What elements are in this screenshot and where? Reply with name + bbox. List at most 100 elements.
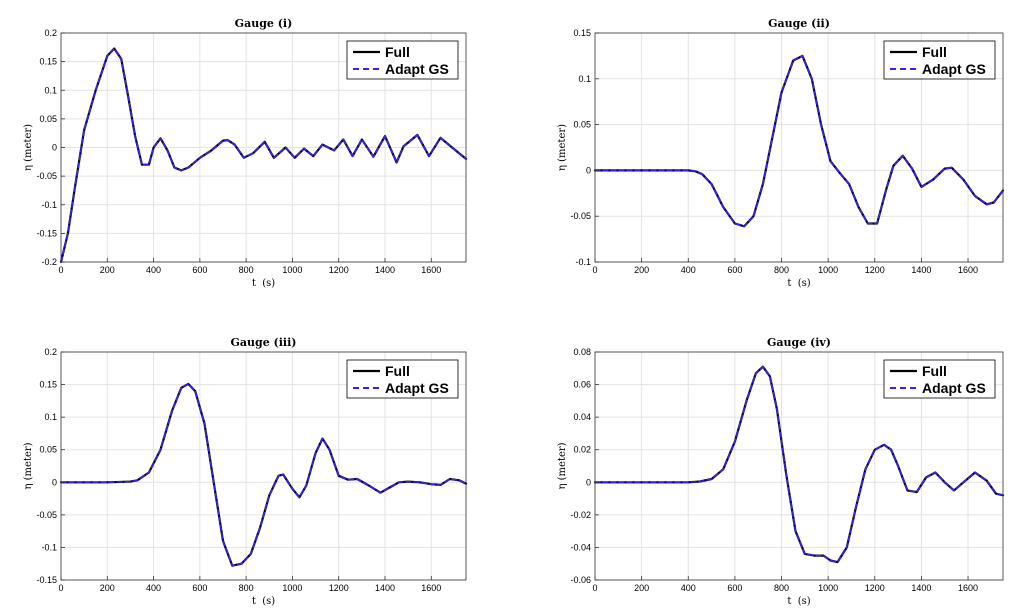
y-axis-label: η (meter) [557,442,568,489]
x-tick-label: 1200 [329,265,349,275]
x-tick-label: 1000 [818,583,838,593]
x-axis-label: t (s) [787,596,810,607]
x-tick-label: 600 [727,583,742,593]
y-axis-label: η (meter) [23,124,34,171]
legend-label-full: Full [922,363,947,379]
y-tick-label: 0 [586,165,591,175]
x-tick-label: 400 [681,583,696,593]
y-tick-label: 0.2 [44,347,57,357]
x-tick-label: 200 [100,583,115,593]
y-tick-label: 0.04 [573,412,591,422]
y-tick-label: -0.04 [570,542,591,552]
legend-box [883,40,996,80]
x-tick-label: 800 [239,265,254,275]
x-tick-label: 1400 [375,265,395,275]
x-tick-label: 200 [100,265,115,275]
legend-label-full: Full [385,44,410,60]
y-tick-label: 0.1 [578,74,591,84]
x-tick-label: 1600 [958,583,978,593]
x-tick-label: 1000 [818,265,838,275]
legend-label-adapt-gs: Adapt GS [922,61,986,77]
x-axis-label: t (s) [252,278,275,289]
x-tick-label: 600 [192,265,207,275]
x-tick-label: 800 [774,265,789,275]
x-tick-label: 400 [146,265,161,275]
x-axis-label: t (s) [252,596,275,607]
axes-frame [60,351,467,581]
y-tick-label: 0 [52,143,57,153]
chart-panel-3: 0 200 400 600 800 1000 1200 1400 1600 -0.15 -0.1 -0… [23,336,468,607]
y-tick-label: 0.05 [573,120,591,130]
x-tick-label: 0 [592,265,597,275]
y-tick-label: 0.08 [573,347,591,357]
y-tick-label: -0.1 [575,257,591,267]
y-tick-label: 0.05 [39,445,57,455]
y-tick-label: -0.06 [570,575,591,585]
x-tick-label: 1200 [329,583,349,593]
y-tick-label: -0.2 [41,257,57,267]
y-tick-label: -0.05 [36,171,57,181]
chart-panel-4: 0 200 400 600 800 1000 1200 1400 1600 -0.06 -0.04 -… [557,336,1005,607]
series-line-adapt-gs [594,55,1004,228]
chart-title: Gauge (iii) [231,336,297,349]
chart-title: Gauge (i) [235,17,293,30]
x-tick-label: 1000 [282,265,302,275]
x-tick-label: 1400 [911,265,931,275]
y-tick-label: 0.15 [573,28,591,38]
x-tick-label: 400 [681,265,696,275]
y-tick-label: 0.05 [39,114,57,124]
series-line-adapt-gs [60,383,467,567]
series-line-adapt-gs [60,47,467,263]
legend-label-adapt-gs: Adapt GS [922,380,986,396]
x-tick-label: 200 [634,265,649,275]
y-tick-label: 0.15 [39,57,57,67]
x-tick-label: 600 [192,583,207,593]
legend-label-adapt-gs: Adapt GS [385,61,449,77]
y-tick-label: 0.02 [573,445,591,455]
x-tick-label: 1400 [911,583,931,593]
y-tick-label: -0.1 [41,200,57,210]
series-line-adapt-gs [594,365,1004,563]
x-tick-label: 1200 [865,265,885,275]
y-tick-label: 0 [52,477,57,487]
x-tick-label: 0 [58,583,63,593]
x-tick-label: 800 [774,583,789,593]
legend-label-full: Full [385,363,410,379]
y-tick-label: 0.1 [44,412,57,422]
x-tick-label: 1600 [421,583,441,593]
y-tick-label: 0.06 [573,380,591,390]
axes-frame [594,351,1004,581]
chart-title: Gauge (ii) [768,17,830,30]
legend-box [883,359,996,399]
y-tick-label: 0.15 [39,380,57,390]
axes-frame [594,32,1004,263]
y-tick-label: -0.15 [36,575,57,585]
x-tick-label: 1600 [958,265,978,275]
x-axis-label: t (s) [787,278,810,289]
y-tick-label: -0.02 [570,510,591,520]
x-tick-label: 1200 [865,583,885,593]
x-tick-label: 400 [146,583,161,593]
x-tick-label: 0 [58,265,63,275]
x-tick-label: 1600 [421,265,441,275]
x-tick-label: 800 [239,583,254,593]
y-tick-label: 0 [586,477,591,487]
y-tick-label: -0.05 [570,211,591,221]
chart-panel-1: 0 200 400 600 800 1000 1200 1400 1600 -0.2 -0.15 -0… [23,17,468,289]
y-axis-label: η (meter) [557,124,568,171]
legend-label-adapt-gs: Adapt GS [385,380,449,396]
x-tick-label: 200 [634,583,649,593]
legend-label-full: Full [922,44,947,60]
legend-box [346,359,459,399]
y-tick-label: 0.2 [44,28,57,38]
x-tick-label: 1000 [282,583,302,593]
x-tick-label: 0 [592,583,597,593]
legend-box [346,40,459,80]
x-tick-label: 1400 [375,583,395,593]
y-tick-label: -0.1 [41,542,57,552]
